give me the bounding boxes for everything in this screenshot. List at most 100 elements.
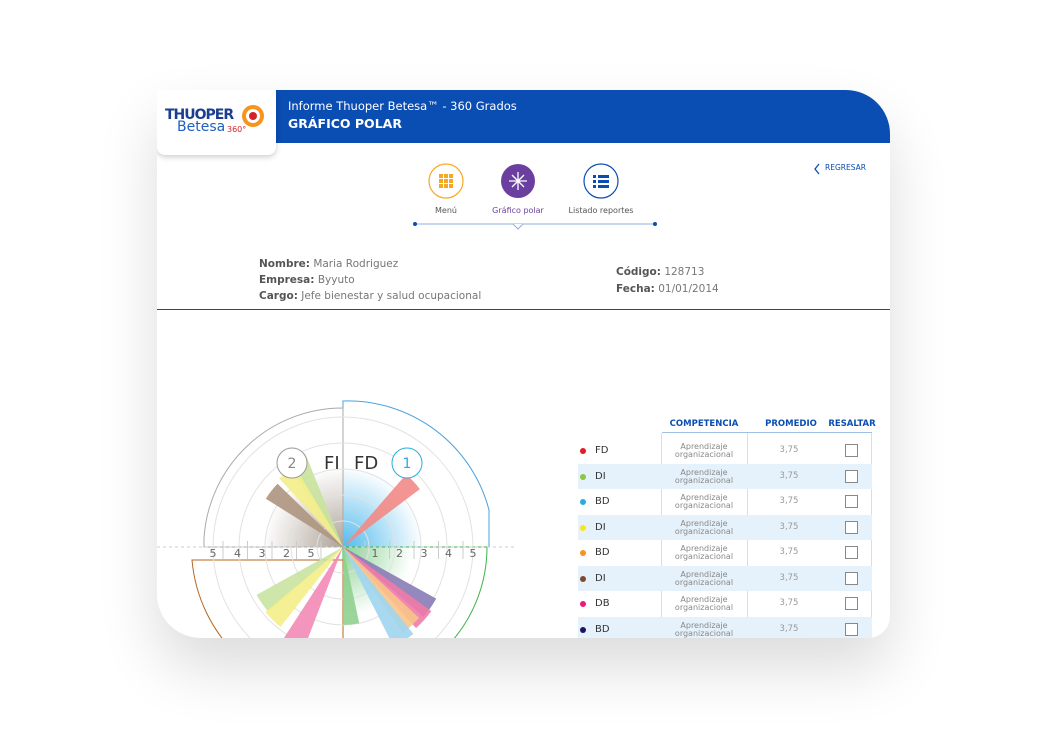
row-dot	[580, 601, 586, 607]
axis-label: 2	[283, 547, 290, 560]
info-value: 128713	[664, 266, 705, 278]
row-promedio: 3,75	[779, 521, 799, 532]
axis-label: 4	[234, 547, 241, 560]
table-row	[578, 616, 872, 638]
polar-wedge	[256, 547, 343, 612]
row-code: BD	[595, 623, 610, 635]
header-subtitle: Informe Thuoper Betesa™ - 360 Grados	[288, 99, 517, 113]
row-dot	[580, 575, 586, 582]
row-checkbox[interactable]	[845, 597, 858, 610]
nav-label[interactable]: Menú	[435, 206, 457, 215]
header-rule	[662, 432, 872, 433]
quadrant-fi	[203, 407, 344, 548]
row-competencia: Aprendizaje organizacional	[674, 595, 734, 612]
row-checkbox[interactable]	[845, 469, 858, 483]
table-header: PROMEDIO	[765, 419, 817, 429]
axis-label: 4	[445, 547, 452, 560]
divider	[157, 309, 890, 310]
row-dot	[580, 473, 586, 480]
polar-wedge	[343, 547, 414, 638]
polar-wedge	[265, 483, 343, 547]
quadrant-bi	[191, 559, 344, 638]
row-checkbox[interactable]	[845, 444, 858, 457]
axis-label: 3	[259, 547, 266, 560]
header-bar: Informe Thuoper Betesa™ - 360 Grados GRÁ…	[276, 90, 890, 143]
row-competencia: Aprendizaje organizacional	[674, 620, 734, 638]
row-competencia: Aprendizaje organizacional	[674, 442, 734, 459]
row-dot	[580, 524, 586, 531]
row-competencia: Aprendizaje organizacional	[674, 467, 734, 485]
polar-wedge	[343, 474, 420, 547]
info-value: Byyuto	[317, 274, 355, 286]
row-checkbox[interactable]	[845, 495, 858, 508]
polar-wedge	[265, 547, 343, 627]
row-checkbox[interactable]	[845, 622, 858, 636]
logo-bottom: Betesa	[177, 119, 226, 135]
row-code: BD	[595, 496, 610, 507]
row-checkbox[interactable]	[845, 520, 858, 534]
polar-wedge	[343, 547, 360, 625]
axis-label: 5	[210, 547, 217, 560]
row-dot	[580, 626, 586, 633]
info-field: Empresa: Byyuto	[259, 274, 355, 286]
info-field: Fecha: 01/01/2014	[616, 283, 719, 295]
axis-label: 3	[421, 547, 428, 560]
left-label: FI	[324, 453, 340, 474]
table-header: RESALTAR	[828, 419, 876, 429]
nav-label[interactable]: Gráfico polar	[492, 206, 544, 215]
polar-chart: 5 4 3 2 5 1 2 3 4 5 2 FI FD 1	[157, 400, 517, 638]
info-label: Cargo:	[259, 290, 298, 302]
table-row	[578, 565, 872, 591]
row-code: DB	[595, 598, 610, 609]
back-link[interactable]: REGRESAR	[825, 163, 866, 172]
row-dot	[580, 448, 586, 454]
row-code: BD	[595, 547, 610, 558]
row-competencia: Aprendizaje organizacional	[674, 493, 734, 510]
row-code: DI	[595, 470, 606, 482]
axis-label: 1	[372, 547, 379, 560]
logo-top: THUOPER	[165, 107, 234, 123]
header-title: GRÁFICO POLAR	[288, 116, 402, 131]
info-value: Maria Rodriguez	[313, 258, 399, 270]
row-checkbox[interactable]	[845, 571, 858, 585]
info-label: Código:	[616, 266, 661, 278]
row-promedio: 3,75	[779, 470, 799, 481]
row-code: FD	[595, 445, 609, 456]
row-promedio: 3,75	[779, 572, 799, 583]
polar-wedge	[283, 547, 343, 638]
row-promedio: 3,75	[779, 598, 799, 608]
logo: THUOPER Betesa 360°	[157, 90, 276, 155]
info-label: Nombre:	[259, 258, 310, 270]
table-row	[578, 514, 872, 540]
info-value: Jefe bienestar y salud ocupacional	[301, 290, 482, 302]
axis-label: 5	[470, 547, 477, 560]
row-competencia: Aprendizaje organizacional	[674, 518, 734, 536]
polar-wedge	[343, 547, 432, 629]
table-header: COMPETENCIA	[669, 419, 739, 429]
nav-icons	[413, 163, 820, 230]
report-card: Informe Thuoper Betesa™ - 360 Grados GRÁ…	[157, 90, 890, 638]
info-field: Código: 128713	[616, 266, 704, 278]
table-row	[578, 463, 872, 489]
logo-icon	[242, 105, 264, 127]
polar-wedge	[343, 547, 420, 633]
right-number: 1	[403, 456, 412, 472]
axis-label: 5	[308, 547, 315, 560]
info-field: Cargo: Jefe bienestar y salud ocupaciona…	[259, 290, 481, 302]
row-code: DI	[595, 572, 606, 584]
row-checkbox[interactable]	[845, 546, 858, 559]
row-code: DI	[595, 521, 606, 533]
nav-label[interactable]: Listado reportes	[568, 206, 634, 215]
row-promedio: 3,75	[779, 547, 799, 557]
row-competencia: Aprendizaje organizacional	[674, 544, 734, 561]
axis-label: 2	[396, 547, 403, 560]
info-value: 01/01/2014	[658, 283, 719, 295]
info-label: Empresa:	[259, 274, 315, 286]
row-promedio: 3,75	[779, 445, 799, 455]
left-number: 2	[288, 456, 297, 472]
row-dot	[580, 550, 586, 556]
row-dot	[580, 499, 586, 505]
row-promedio: 3,75	[779, 623, 799, 634]
logo-suffix: 360°	[227, 125, 247, 134]
